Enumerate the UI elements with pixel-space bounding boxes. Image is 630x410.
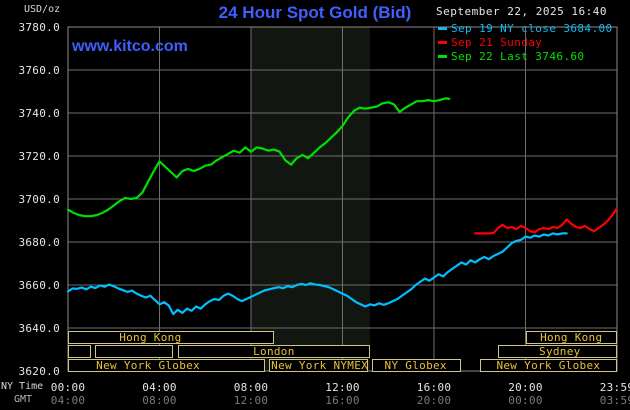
y-axis-tick-label: 3680.0 <box>18 236 60 249</box>
x-axis-gmt-row-label: GMT <box>14 394 33 405</box>
y-axis-tick-label: 3700.0 <box>18 193 60 206</box>
series-line-sep-21-sunday <box>474 207 618 235</box>
session-bar-label: Hong Kong <box>540 331 603 344</box>
series-line-sep-19-ny-close <box>66 232 568 316</box>
session-bar <box>68 345 91 358</box>
x-axis-ny-tick-label: 00:00 <box>50 381 86 394</box>
y-axis-tick-label: 3620.0 <box>18 365 60 378</box>
legend-sep19: Sep 19 NY close 3684.00 <box>438 22 613 36</box>
x-axis-gmt-tick-label: 12:00 <box>233 394 269 407</box>
legend-label: Sep 19 NY close 3684.00 <box>451 22 613 35</box>
x-axis-ny-tick-label: 23:59 <box>599 381 630 394</box>
series-line-sep-22-last <box>66 97 451 218</box>
session-bar <box>269 359 368 372</box>
x-axis-ny-row-label: NY Time <box>1 381 44 392</box>
x-axis-ny-tick-label: 08:00 <box>233 381 269 394</box>
y-axis-tick-label: 3660.0 <box>18 279 60 292</box>
quote-timestamp: September 22, 2025 16:40 <box>436 5 607 18</box>
session-bar <box>68 359 265 372</box>
y-axis-tick-label: 3740.0 <box>18 107 60 120</box>
x-axis-ny-tick-label: 12:00 <box>325 381 360 394</box>
kitco-watermark: www.kitco.com <box>72 38 188 55</box>
session-bar <box>525 331 617 344</box>
legend-swatch <box>438 40 447 44</box>
session-bar-label: Sydney <box>539 345 581 358</box>
session-bar <box>498 345 617 358</box>
y-axis-tick-label: 3760.0 <box>18 64 60 77</box>
session-bar-label: NY Globex <box>384 359 447 372</box>
legend-sep22: Sep 22 Last 3746.60 <box>438 50 613 64</box>
x-axis-ny-tick-label: 16:00 <box>416 381 452 394</box>
chart-title: 24 Hour Spot Gold (Bid) <box>218 3 412 22</box>
x-axis-gmt-tick-label: 08:00 <box>142 394 177 407</box>
x-axis-gmt-tick-label: 04:00 <box>50 394 86 407</box>
x-axis-ny-tick-label: 20:00 <box>508 381 543 394</box>
legend-swatch <box>438 54 447 58</box>
y-axis-tick-label: 3780.0 <box>18 21 60 34</box>
x-axis-gmt-tick-label: 00:00 <box>508 394 543 407</box>
y-axis-unit-label: USD/oz <box>24 4 61 15</box>
x-axis-gmt-tick-label: 03:59 <box>599 394 630 407</box>
session-bar-label: London <box>253 345 295 358</box>
session-bar-label: New York Globex <box>496 359 601 372</box>
session-bar <box>372 359 462 372</box>
legend-swatch <box>438 26 447 30</box>
legend-label: Sep 22 Last 3746.60 <box>451 50 585 63</box>
session-bar <box>68 331 274 344</box>
session-bar <box>177 345 370 358</box>
y-axis-tick-label: 3640.0 <box>18 322 60 335</box>
session-bar-label: Hong Kong <box>119 331 182 344</box>
legend-sep21: Sep 21 Sunday <box>438 36 613 50</box>
session-bar-label: New York NYMEX <box>271 359 369 372</box>
legend-label: Sep 21 Sunday <box>451 36 543 49</box>
session-bar <box>95 345 174 358</box>
session-bar-label: New York Globex <box>96 359 200 372</box>
session-bar <box>479 359 617 372</box>
x-axis-gmt-tick-label: 20:00 <box>416 394 452 407</box>
chart-legend: Sep 19 NY close 3684.00 Sep 21 Sunday Sep … <box>438 22 613 64</box>
y-axis-tick-label: 3720.0 <box>18 150 60 163</box>
x-axis-ny-tick-label: 04:00 <box>142 381 177 394</box>
x-axis-gmt-tick-label: 16:00 <box>325 394 360 407</box>
